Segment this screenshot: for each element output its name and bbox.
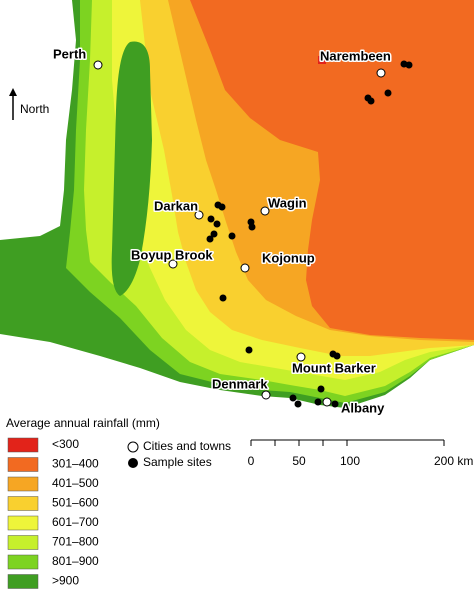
legend-symbol-label: Sample sites	[143, 455, 212, 469]
sample-sites	[206, 60, 413, 408]
city-marker	[240, 263, 250, 273]
scale-bar	[250, 439, 445, 446]
city-marker	[322, 397, 332, 407]
sample-site	[294, 400, 302, 408]
legend-label: 301–400	[52, 457, 99, 471]
scale-labels: 0 50 100 200 km	[248, 454, 474, 468]
legend-title: Average annual rainfall (mm)	[6, 416, 160, 430]
legend-label: 701–800	[52, 535, 99, 549]
scale-label: 0	[248, 454, 255, 468]
legend-swatch	[7, 437, 39, 453]
legend-label: <300	[52, 437, 79, 451]
rainfall-zones	[0, 0, 474, 408]
city-label: Wagin	[268, 195, 307, 210]
sample-site	[206, 235, 214, 243]
sample-site	[384, 89, 392, 97]
legend-label: >900	[52, 574, 79, 588]
city-label: Albany	[341, 400, 385, 415]
city-marker	[194, 210, 204, 220]
city-label: Kojonup	[262, 250, 315, 265]
sample-site	[210, 230, 218, 238]
city-label: Denmark	[212, 376, 268, 391]
city-marker	[260, 206, 270, 216]
city-labels: Perth Narembeen Darkan Wagin Boyup Brook…	[52, 45, 393, 417]
zone-301-400	[190, 0, 474, 340]
scale-label: 50	[292, 454, 306, 468]
legend-city-symbol	[127, 441, 139, 453]
city-marker	[93, 60, 103, 70]
sample-site	[245, 346, 253, 354]
city-label: Darkan	[154, 198, 198, 213]
city-label: Perth	[53, 46, 86, 61]
city-label: Narembeen	[320, 48, 391, 63]
sample-site	[289, 394, 297, 402]
legend-label: 401–500	[52, 476, 99, 490]
north-label: North	[20, 102, 49, 116]
legend: Average annual rainfall (mm) <300 301–40…	[6, 416, 231, 589]
zone-gt900-strip	[111, 41, 152, 296]
city-marker	[168, 259, 178, 269]
sample-site	[331, 400, 339, 408]
legend-swatch	[7, 535, 39, 550]
legend-swatch	[7, 457, 39, 472]
cities	[93, 60, 386, 407]
sample-site	[405, 61, 413, 69]
legend-symbol-label: Cities and towns	[143, 439, 231, 453]
north-arrow: North	[9, 88, 49, 120]
sample-site	[228, 232, 236, 240]
legend-swatch	[7, 515, 39, 531]
sample-site	[248, 223, 256, 231]
north-arrow-head	[9, 88, 17, 96]
legend-swatch	[7, 496, 39, 511]
city-label: Boyup Brook	[131, 247, 213, 262]
legend-swatch	[7, 476, 39, 492]
legend-label: 801–900	[52, 554, 99, 568]
city-marker	[376, 68, 386, 78]
legend-swatch	[7, 574, 39, 589]
city-marker	[296, 352, 306, 362]
sample-site	[317, 385, 325, 393]
sample-site	[218, 203, 226, 211]
sample-site	[213, 220, 221, 228]
city-marker	[261, 390, 271, 400]
scale-label: 100	[340, 454, 360, 468]
city-label: Mount Barker	[292, 360, 376, 375]
legend-site-symbol	[128, 458, 138, 468]
legend-label: 601–700	[52, 515, 99, 529]
legend-swatch	[7, 554, 39, 570]
scale-label: 200 km	[434, 454, 473, 468]
zone-lt300	[318, 56, 326, 64]
legend-label: 501–600	[52, 496, 99, 510]
sample-site	[219, 294, 227, 302]
sample-site	[207, 215, 215, 223]
sample-site	[367, 97, 375, 105]
sample-site	[314, 398, 322, 406]
sample-site	[333, 352, 341, 360]
